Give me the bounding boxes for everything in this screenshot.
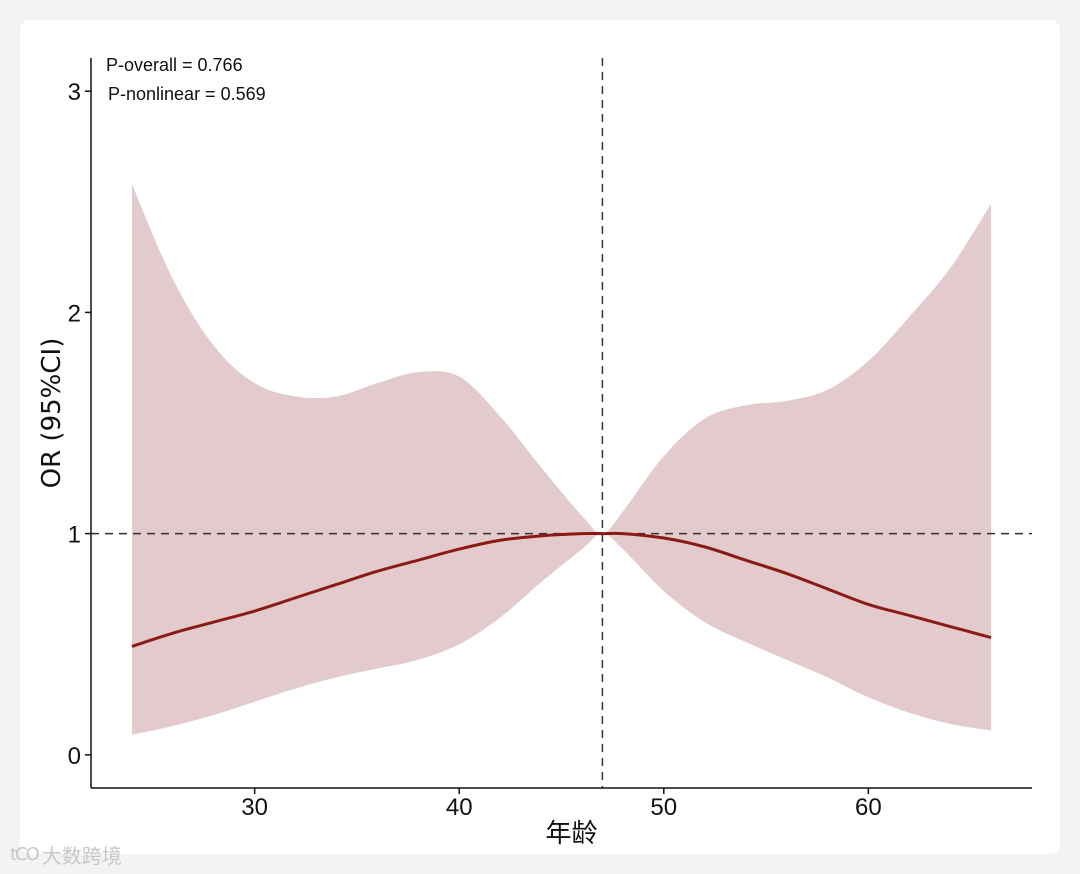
or-curve bbox=[131, 531, 992, 648]
y-tick-label: 1 bbox=[68, 522, 81, 549]
x-tick-label: 40 bbox=[446, 794, 473, 821]
y-axis-title: OR (95%CI) bbox=[37, 338, 67, 489]
x-axis-title: 年龄 bbox=[545, 819, 597, 849]
plot-area: 0 1 2 3 30 40 50 60 年龄 OR (95%CI) P-overall = 0.76… bbox=[37, 55, 1032, 849]
p-nonlinear-annotation: P-nonlinear = 0.569 bbox=[108, 84, 266, 104]
watermark: tCO 大数跨境 bbox=[10, 840, 122, 869]
confidence-band bbox=[131, 184, 992, 735]
p-overall-annotation: P-overall = 0.766 bbox=[106, 55, 243, 75]
x-tick-label: 60 bbox=[855, 794, 882, 821]
y-tick-label: 3 bbox=[68, 79, 81, 106]
y-tick-label: 0 bbox=[68, 743, 81, 770]
watermark-logo: tCO bbox=[10, 844, 40, 865]
x-tick-label: 50 bbox=[650, 794, 677, 821]
watermark-text: 大数跨境 bbox=[41, 844, 122, 868]
y-tick-label: 2 bbox=[68, 300, 81, 327]
x-tick-label: 30 bbox=[241, 794, 268, 821]
